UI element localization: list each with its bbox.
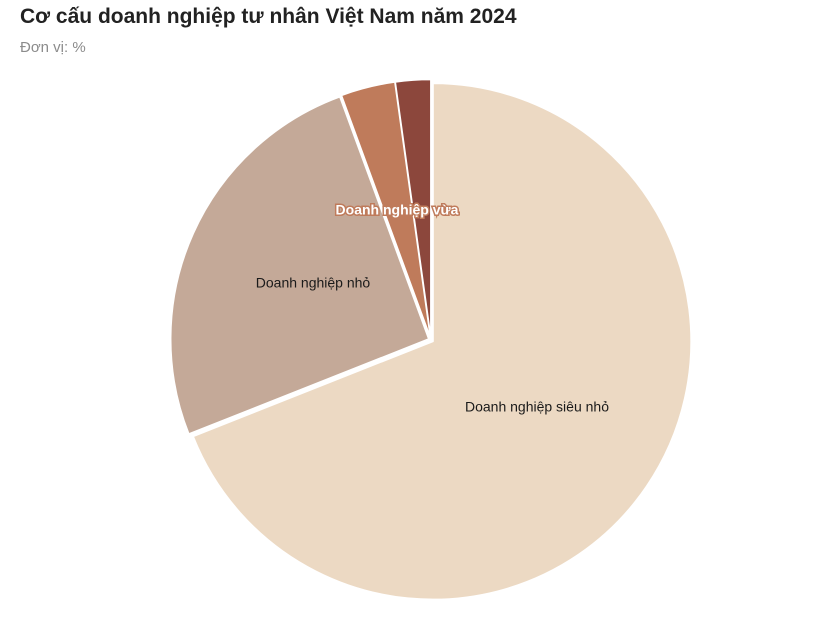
pie-slice-doanh-nghiep-nho bbox=[170, 96, 430, 435]
pie-label-doanh-nghiep-sieu-nho: Doanh nghiệp siêu nhỏ bbox=[465, 399, 609, 415]
pie-label-doanh-nghiep-vua: Doanh nghiệp vừa bbox=[336, 202, 459, 218]
chart-title: Cơ cấu doanh nghiệp tư nhân Việt Nam năm… bbox=[20, 5, 517, 28]
pie-label-doanh-nghiep-nho: Doanh nghiệp nhỏ bbox=[256, 275, 371, 291]
chart-unit-label: Đơn vị: % bbox=[20, 39, 86, 56]
pie-slice-doanh-nghiep-sieu-nho bbox=[192, 82, 692, 601]
pie-slice-doanh-nghiep-lon bbox=[394, 78, 432, 339]
